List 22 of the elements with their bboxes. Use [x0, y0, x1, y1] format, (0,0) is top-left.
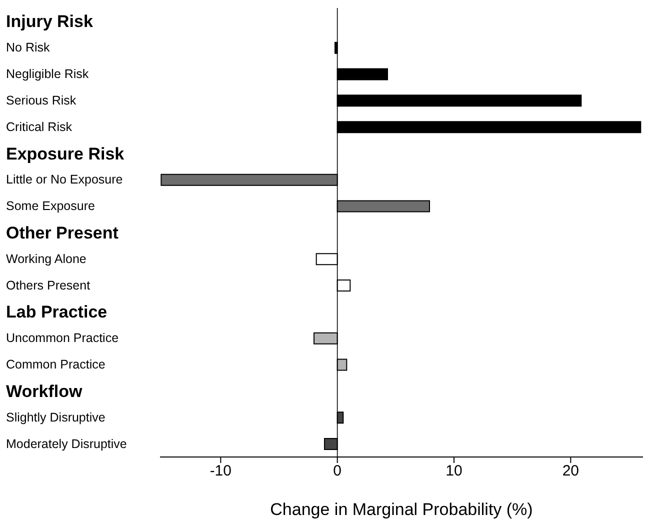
- x-tick-label: 0: [333, 462, 342, 480]
- y-tick-label: Others Present: [6, 278, 91, 292]
- x-tick-label: 10: [446, 462, 462, 480]
- y-tick-label: Serious Risk: [6, 93, 77, 108]
- y-tick-label: Some Exposure: [6, 199, 95, 214]
- y-tick-label: Common Practice: [6, 358, 106, 372]
- y-tick-label: Slightly Disruptive: [6, 410, 106, 424]
- x-tick-label: 20: [562, 462, 580, 480]
- y-tick-label: Critical Risk: [6, 120, 73, 134]
- y-tick-label: Lab Practice: [6, 302, 108, 322]
- y-tick-label: Other Present: [6, 224, 119, 242]
- y-tick-label: Negligible Risk: [6, 67, 90, 82]
- y-tick-label: Uncommon Practice: [6, 331, 119, 346]
- x-axis-title: Change in Marginal Probability (%): [270, 500, 533, 519]
- y-tick-label: Working Alone: [6, 252, 86, 266]
- y-tick-label: No Risk: [6, 40, 51, 55]
- y-tick-label: Workflow: [6, 382, 83, 401]
- y-tick-label: Injury Risk: [6, 12, 94, 32]
- y-tick-label: Exposure Risk: [6, 144, 125, 164]
- x-tick-label: -10: [210, 462, 232, 480]
- y-tick-label: Moderately Disruptive: [6, 436, 127, 451]
- y-tick-label: Little or No Exposure: [6, 172, 123, 187]
